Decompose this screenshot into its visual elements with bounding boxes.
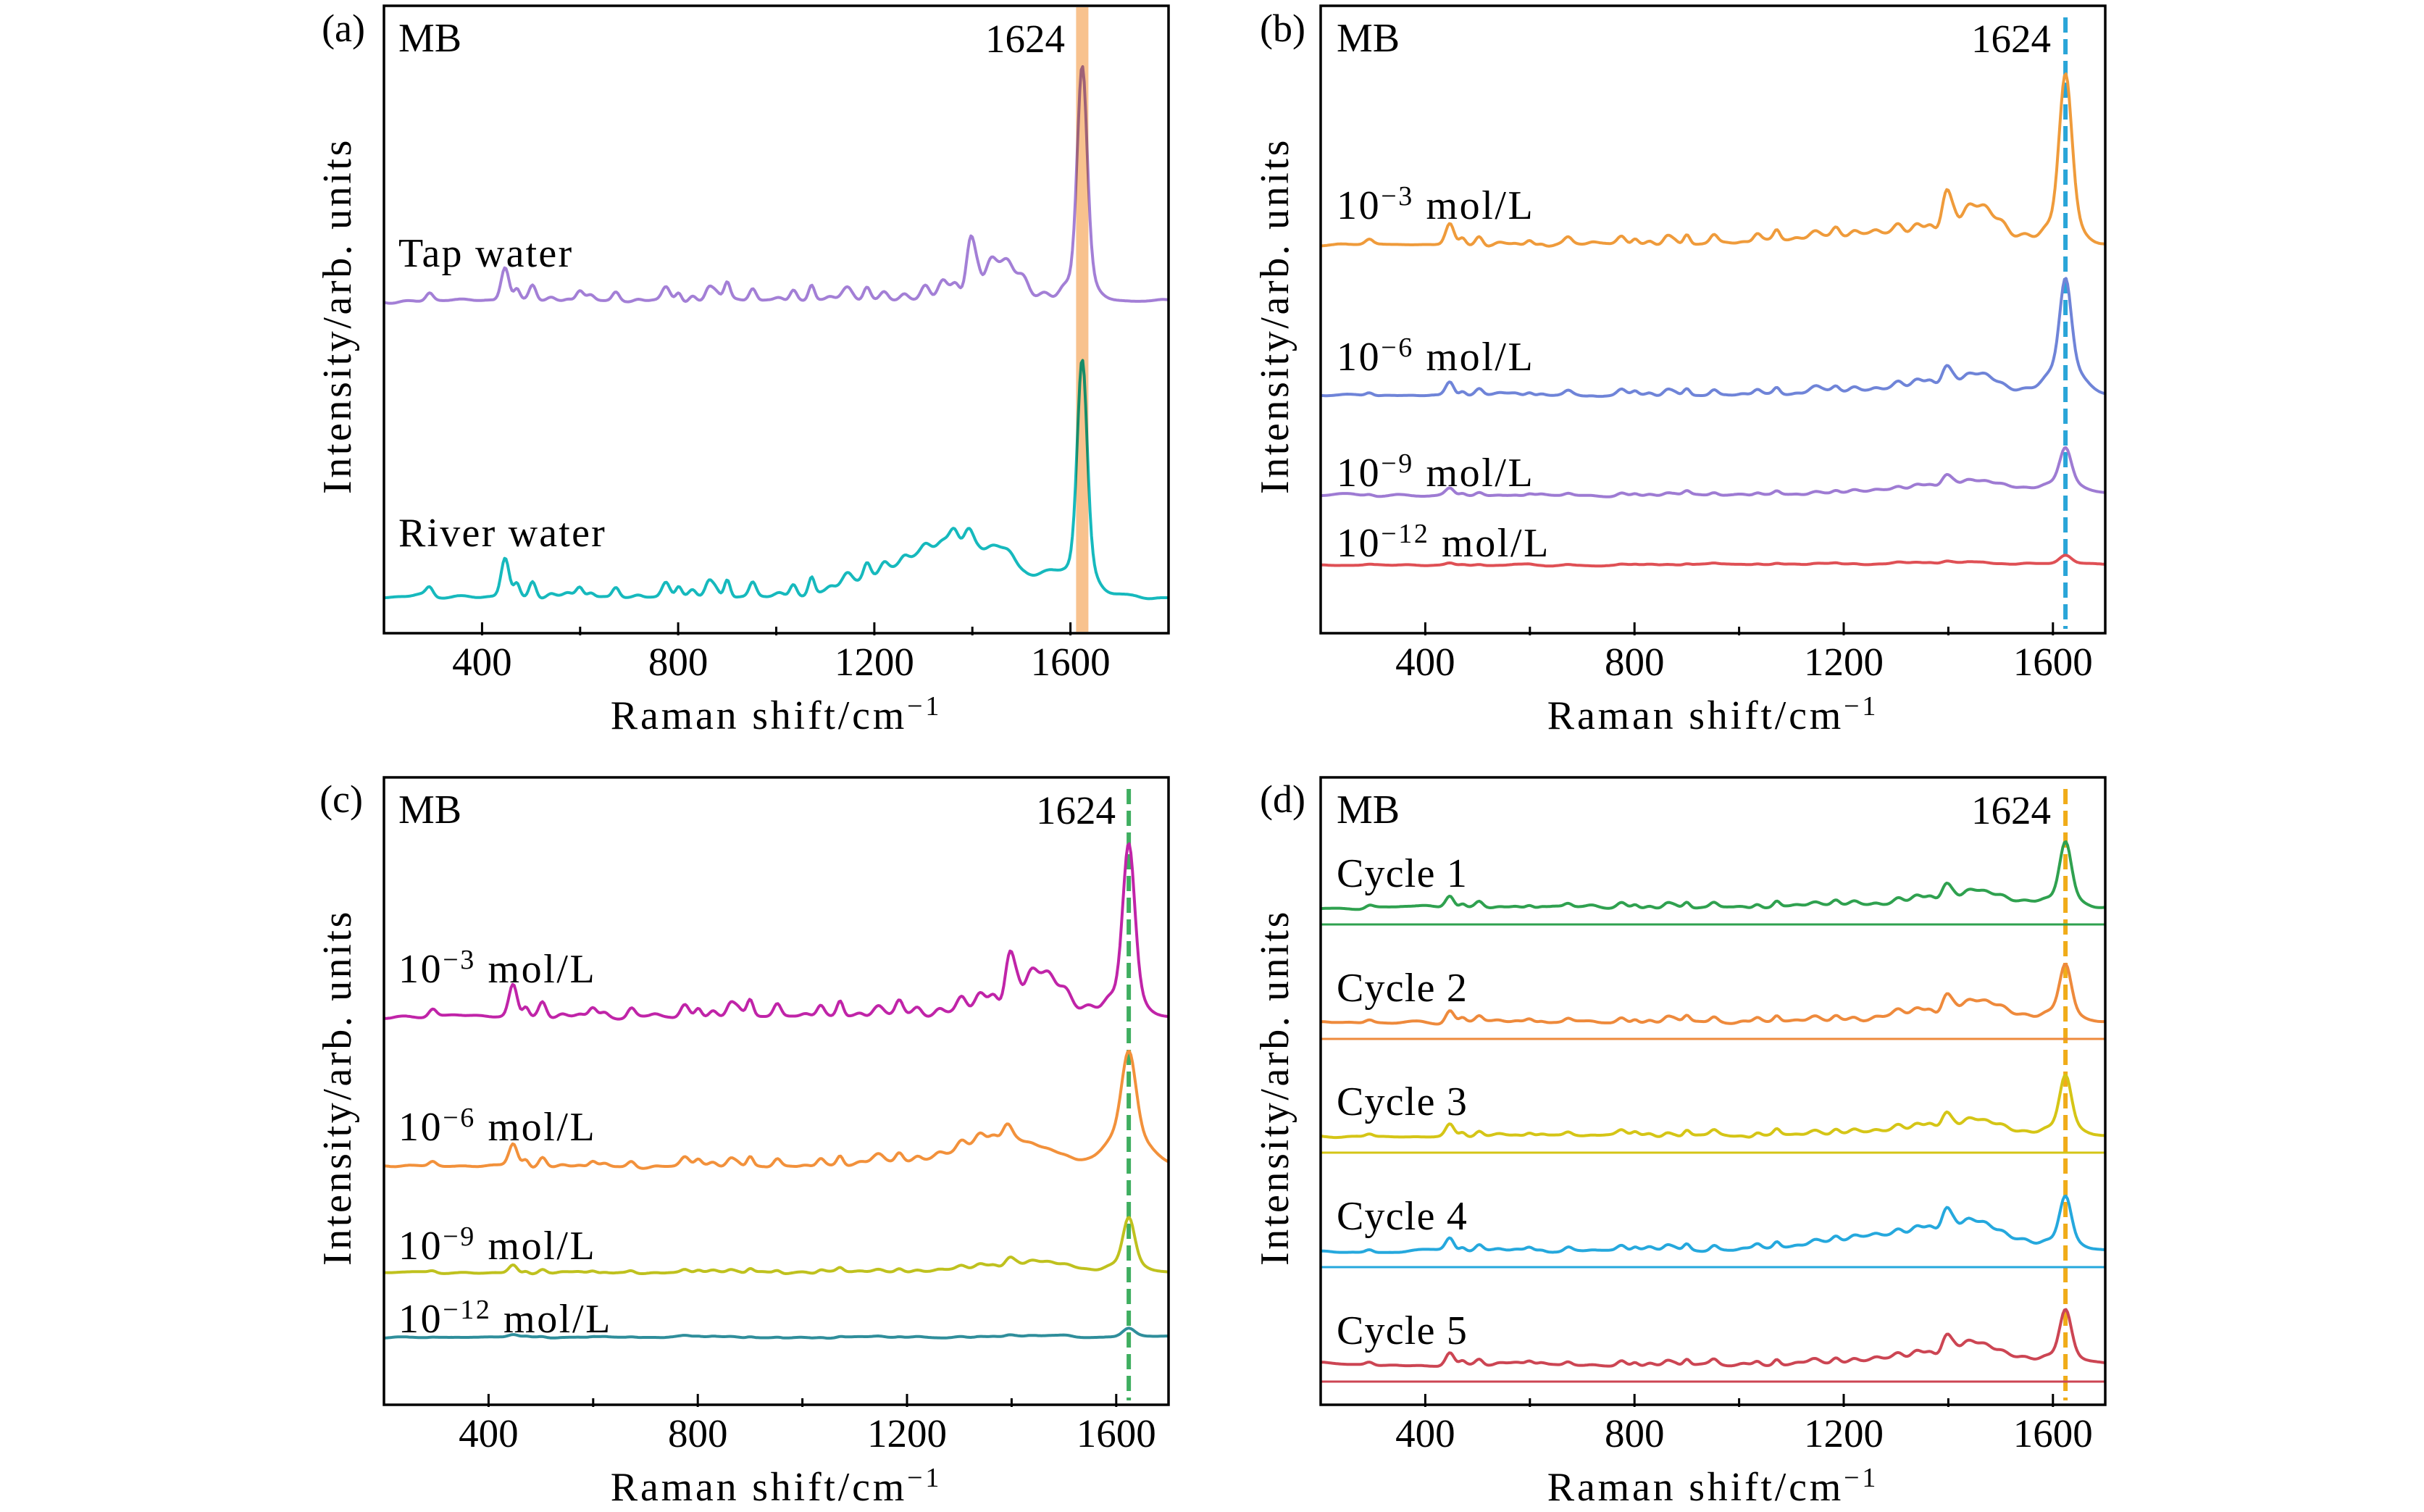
svg-text:Tap water: Tap water: [398, 231, 573, 276]
svg-text:10−6 mol/L: 10−6 mol/L: [1337, 333, 1534, 380]
svg-text:1200: 1200: [1804, 1411, 1884, 1455]
svg-text:Intensity/arb. units: Intensity/arb. units: [315, 138, 360, 494]
svg-text:10−12 mol/L: 10−12 mol/L: [1337, 519, 1550, 566]
svg-text:400: 400: [1395, 640, 1455, 684]
svg-text:1624: 1624: [1036, 788, 1116, 832]
svg-text:400: 400: [459, 1411, 519, 1455]
svg-text:1600: 1600: [1031, 640, 1111, 684]
svg-text:800: 800: [668, 1411, 728, 1455]
svg-text:Intensity/arb. units: Intensity/arb. units: [1253, 909, 1297, 1266]
svg-text:10−9 mol/L: 10−9 mol/L: [1337, 448, 1534, 496]
svg-text:1200: 1200: [835, 640, 914, 684]
svg-text:Cycle 1: Cycle 1: [1337, 851, 1468, 896]
svg-text:10−6 mol/L: 10−6 mol/L: [398, 1103, 596, 1150]
svg-text:(c): (c): [319, 777, 363, 821]
svg-text:1200: 1200: [867, 1411, 947, 1455]
svg-text:(b): (b): [1260, 7, 1305, 50]
svg-text:Raman shift/cm−1: Raman shift/cm−1: [611, 1463, 942, 1510]
svg-text:(a): (a): [322, 7, 365, 50]
svg-text:Intensity/arb. units: Intensity/arb. units: [1253, 138, 1297, 494]
svg-text:800: 800: [648, 640, 709, 684]
svg-text:400: 400: [452, 640, 512, 684]
svg-text:MB: MB: [1337, 16, 1400, 61]
svg-text:Cycle 4: Cycle 4: [1337, 1194, 1468, 1239]
svg-text:Raman shift/cm−1: Raman shift/cm−1: [1547, 691, 1878, 738]
svg-text:MB: MB: [398, 16, 461, 61]
svg-text:Cycle 3: Cycle 3: [1337, 1079, 1468, 1124]
svg-text:10−3 mol/L: 10−3 mol/L: [398, 945, 596, 992]
svg-text:(d): (d): [1260, 777, 1305, 821]
svg-text:MB: MB: [1337, 788, 1400, 832]
svg-text:Raman shift/cm−1: Raman shift/cm−1: [611, 691, 942, 738]
svg-text:River water: River water: [398, 511, 606, 556]
svg-text:800: 800: [1605, 640, 1665, 684]
svg-text:Cycle 2: Cycle 2: [1337, 966, 1468, 1011]
svg-text:1624: 1624: [1971, 788, 2051, 832]
svg-text:1200: 1200: [1804, 640, 1884, 684]
svg-text:1624: 1624: [985, 17, 1065, 61]
svg-text:400: 400: [1395, 1411, 1455, 1455]
svg-text:MB: MB: [398, 788, 461, 832]
svg-text:1600: 1600: [1077, 1411, 1156, 1455]
svg-text:10−3 mol/L: 10−3 mol/L: [1337, 181, 1534, 228]
svg-text:1600: 1600: [2013, 1411, 2093, 1455]
svg-text:1624: 1624: [1971, 17, 2051, 61]
svg-text:10−12 mol/L: 10−12 mol/L: [398, 1295, 612, 1342]
svg-text:Raman shift/cm−1: Raman shift/cm−1: [1547, 1463, 1878, 1510]
svg-text:1600: 1600: [2013, 640, 2093, 684]
svg-text:Intensity/arb. units: Intensity/arb. units: [315, 909, 360, 1266]
svg-text:Cycle 5: Cycle 5: [1337, 1308, 1468, 1353]
svg-text:800: 800: [1605, 1411, 1665, 1455]
svg-text:10−9 mol/L: 10−9 mol/L: [398, 1221, 596, 1269]
